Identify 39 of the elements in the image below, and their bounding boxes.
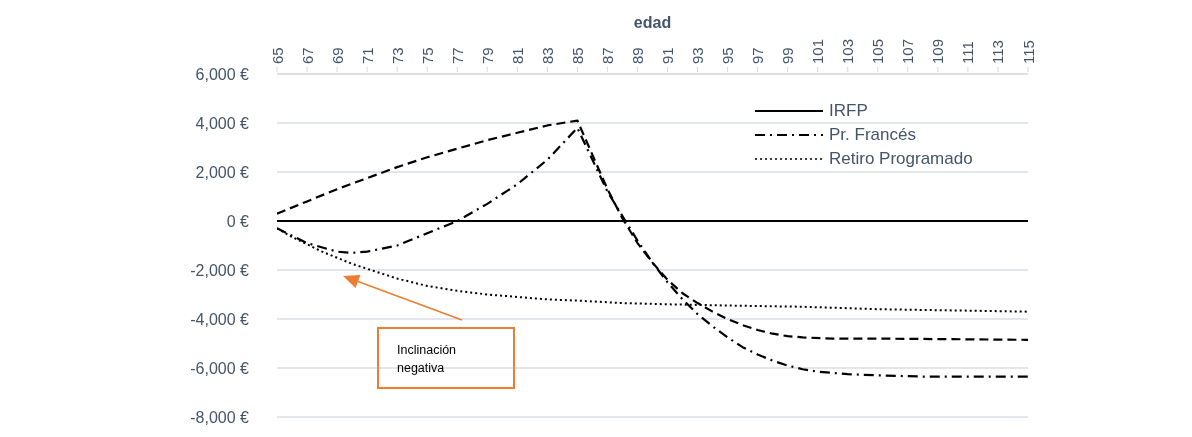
y-tick-label: -6,000 € — [190, 359, 250, 377]
x-tick-label: 93 — [689, 47, 707, 64]
legend-label: Retiro Programado — [829, 149, 973, 169]
x-tick-label: 89 — [628, 47, 646, 64]
y-tick-label: 0 € — [226, 212, 250, 230]
x-tick-label: 109 — [929, 38, 947, 64]
x-tick-label: 73 — [388, 47, 406, 64]
y-tick-label: 4,000 € — [195, 114, 250, 132]
y-tick-label: 6,000 € — [195, 65, 250, 83]
x-tick-label: 101 — [809, 38, 827, 64]
x-tick-label: 95 — [719, 47, 737, 64]
y-tick-label: 2,000 € — [195, 163, 250, 181]
x-tick-label: 103 — [839, 38, 857, 64]
x-tick-label: 77 — [448, 47, 466, 64]
x-tick-label: 87 — [598, 47, 616, 64]
x-tick-label: 115 — [1019, 40, 1037, 64]
y-tick-label: -8,000 € — [190, 408, 250, 426]
x-tick-label: 69 — [328, 47, 346, 64]
legend-label: IRFP — [829, 101, 868, 121]
y-tick-label: -2,000 € — [190, 261, 250, 279]
x-tick-label: 81 — [508, 47, 526, 64]
x-tick-label: 91 — [659, 47, 677, 64]
x-tick-label: 113 — [989, 40, 1007, 64]
x-tick-label: 75 — [418, 47, 436, 64]
legend-label: Pr. Francés — [829, 125, 916, 145]
y-tick-label: -4,000 € — [190, 310, 250, 328]
x-tick-label: 79 — [478, 47, 496, 64]
x-tick-label: 111 — [959, 41, 977, 64]
x-tick-label: 83 — [538, 47, 556, 64]
x-tick-label: 85 — [568, 47, 586, 64]
x-tick-label: 67 — [298, 47, 316, 64]
x-tick-label: 65 — [268, 47, 286, 64]
x-tick-label: 105 — [869, 38, 887, 64]
annotation: Inclinación negativa — [397, 342, 458, 377]
x-tick-label: 97 — [749, 47, 767, 64]
x-tick-label: 71 — [358, 47, 376, 64]
x-tick-label: 99 — [779, 47, 797, 64]
x-tick-label: 107 — [899, 38, 917, 64]
x-axis-title: edad — [632, 14, 673, 32]
